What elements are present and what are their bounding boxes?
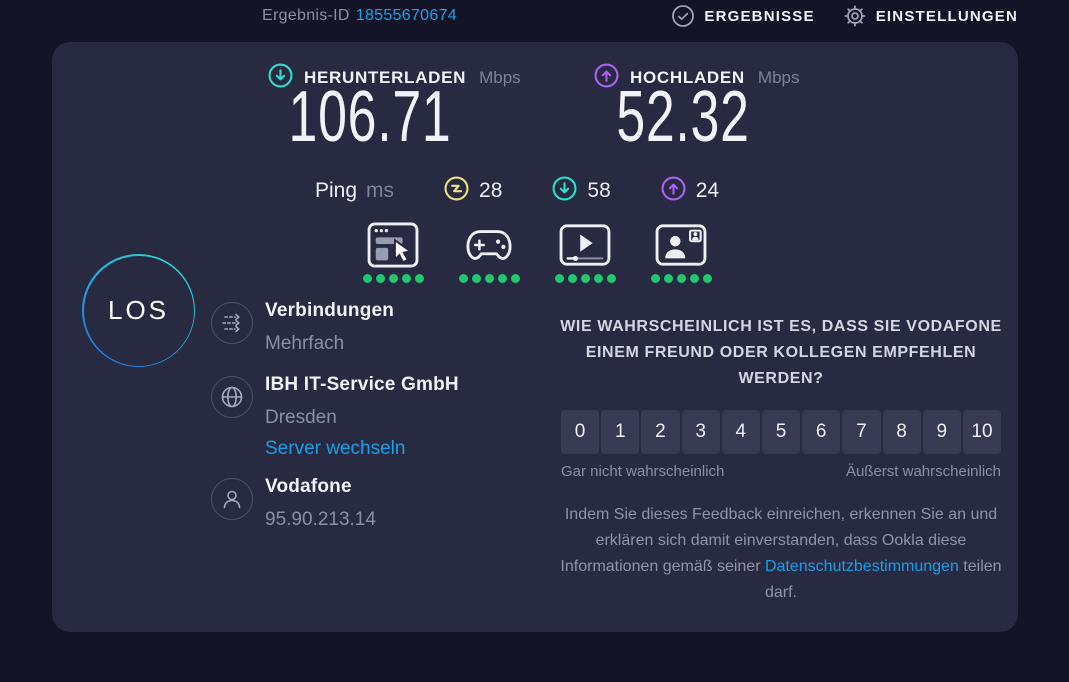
quality-streaming[interactable] [554,222,616,283]
rating-button-4[interactable]: 4 [721,410,760,454]
server-info: IBH IT-Service GmbH Dresden Server wechs… [265,374,459,460]
connection-title: Verbindungen [265,300,395,321]
ping-idle-icon [444,176,469,206]
globe-icon [211,376,253,418]
rating-button-5[interactable]: 5 [761,410,801,454]
go-button[interactable]: LOS [82,254,195,367]
nav-settings[interactable]: EINSTELLUNGEN [843,4,1018,28]
disclaimer-text-after: teilen darf. [764,558,1002,601]
download-label: HERUNTERLADEN [304,68,467,87]
ping-upload-group: 24 [661,176,719,206]
rating-button-1[interactable]: 1 [601,410,640,454]
ping-unit: ms [366,179,395,202]
download-unit: Mbps [479,68,521,87]
check-circle-icon [671,4,695,28]
go-button-label: LOS [107,295,170,325]
person-icon [211,478,253,520]
ping-download-icon [552,176,577,206]
rating-low-label: Gar nicht wahrscheinlich [561,463,725,480]
rating-button-7[interactable]: 7 [842,410,881,454]
streaming-icon [559,222,611,268]
nav-results[interactable]: ERGEBNISSE [671,4,814,28]
ping-upload-value: 24 [695,179,720,202]
rating-scale: 0 1 2 3 4 5 6 7 8 9 10 [561,410,1002,454]
quality-row [362,222,712,283]
rating-button-0[interactable]: 0 [561,410,600,454]
download-value: 106.71 [288,77,452,157]
quality-browsing[interactable] [362,222,424,283]
connection-info: Verbindungen Mehrfach [265,300,394,355]
isp-ip: 95.90.213.14 [265,509,376,530]
rating-high-label: Äußerst wahrscheinlich [845,463,1001,480]
download-header: HERUNTERLADEN Mbps [268,63,521,93]
rating-button-6[interactable]: 6 [802,410,841,454]
result-id: Ergebnis-ID 18555670674 [262,7,457,25]
download-circle-icon [268,63,293,93]
result-id-value[interactable]: 18555670674 [355,7,457,24]
rating-labels: Gar nicht wahrscheinlich Äußerst wahrsch… [561,463,1001,480]
ping-download-value: 58 [587,179,611,202]
quality-video-chat[interactable] [650,222,712,283]
upload-label: HOCHLADEN [630,68,745,87]
ping-label: Ping [315,179,358,202]
ping-upload-icon [661,176,686,206]
rating-button-10[interactable]: 10 [962,410,1002,454]
survey-question: WIE WAHRSCHEINLICH IST ES, DASS SIE VODA… [560,318,1002,387]
upload-unit: Mbps [757,68,800,87]
ping-idle-value: 28 [479,179,503,202]
change-server-link[interactable]: Server wechseln [265,438,406,459]
connection-subtitle: Mehrfach [265,333,345,354]
upload-circle-icon [594,63,619,93]
result-id-label: Ergebnis-ID [262,7,350,24]
rating-button-2[interactable]: 2 [641,410,680,454]
browsing-score-dots [362,274,424,283]
nav-results-label: ERGEBNISSE [704,7,815,25]
quality-gaming[interactable] [458,222,520,283]
video-chat-score-dots [650,274,712,283]
streaming-score-dots [554,274,616,283]
top-navigation: ERGEBNISSE EINSTELLUNGEN [671,4,1018,28]
server-city: Dresden [265,407,337,428]
ping-download-group: 58 [552,176,611,206]
connections-icon [211,302,253,344]
gear-icon [843,4,867,28]
survey-disclaimer: Indem Sie dieses Feedback einreichen, er… [557,502,1005,606]
gaming-icon [463,222,515,268]
browsing-icon [367,222,419,268]
rating-button-9[interactable]: 9 [922,410,961,454]
gaming-score-dots [458,274,520,283]
rating-button-3[interactable]: 3 [681,410,720,454]
nav-settings-label: EINSTELLUNGEN [875,7,1018,25]
ping-idle-group: 28 [444,176,502,206]
privacy-policy-link[interactable]: Datenschutzbestimmungen [764,558,959,575]
disclaimer-text-before: Indem Sie dieses Feedback einreichen, er… [560,506,998,575]
video-chat-icon [655,222,707,268]
isp-name: Vodafone [265,476,352,497]
upload-value: 52.32 [616,77,750,157]
results-card: HERUNTERLADEN Mbps HOCHLADEN Mbps 106.71… [52,42,1018,632]
ping-row: Ping ms 28 58 [315,176,719,206]
upload-header: HOCHLADEN Mbps [594,63,800,93]
isp-info: Vodafone 95.90.213.14 [265,476,376,531]
rating-button-8[interactable]: 8 [882,410,921,454]
server-name: IBH IT-Service GmbH [265,374,459,395]
